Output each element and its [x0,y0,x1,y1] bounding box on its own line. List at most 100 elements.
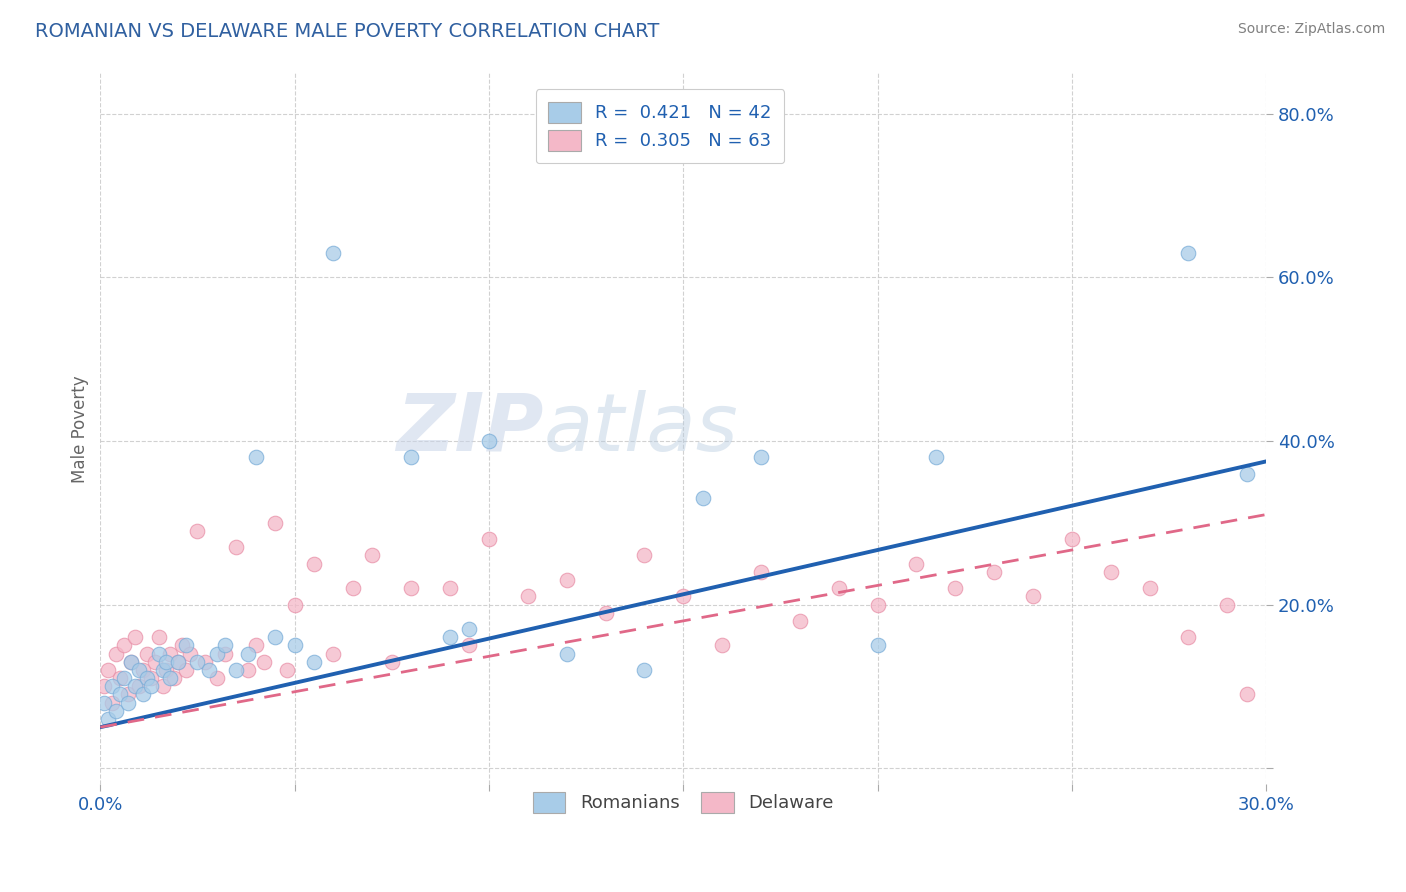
Point [284,598,307,612]
Point [170,639,193,653]
Point [555,647,578,661]
Point [478,434,501,448]
Point [128,663,150,677]
Point [104,647,127,661]
Point [672,590,695,604]
Point [93,696,115,710]
Point [458,622,481,636]
Point [124,679,146,693]
Point [155,663,177,677]
Point [120,655,142,669]
Legend: Romanians, Delaware: Romanians, Delaware [520,779,846,825]
Point [983,565,1005,579]
Point [205,647,228,661]
Point [925,450,948,465]
Point [284,639,307,653]
Point [943,581,966,595]
Point [342,581,364,595]
Point [97,712,120,726]
Point [117,688,139,702]
Point [120,655,142,669]
Point [225,663,247,677]
Point [117,696,139,710]
Point [163,671,186,685]
Point [174,663,197,677]
Point [264,516,287,530]
Point [555,573,578,587]
Point [1236,688,1258,702]
Point [159,647,181,661]
Point [198,663,221,677]
Point [439,630,461,644]
Y-axis label: Male Poverty: Male Poverty [72,375,89,483]
Point [245,639,267,653]
Point [381,655,404,669]
Point [322,647,344,661]
Point [276,663,298,677]
Point [361,549,384,563]
Point [167,655,190,669]
Point [252,655,274,669]
Point [516,590,538,604]
Point [214,639,236,653]
Text: ROMANIAN VS DELAWARE MALE POVERTY CORRELATION CHART: ROMANIAN VS DELAWARE MALE POVERTY CORREL… [35,22,659,41]
Point [1139,581,1161,595]
Point [112,671,135,685]
Point [866,639,889,653]
Point [439,581,461,595]
Point [174,639,197,653]
Point [1177,630,1199,644]
Point [595,606,617,620]
Point [1236,467,1258,481]
Point [749,450,772,465]
Point [905,557,928,571]
Point [236,663,259,677]
Point [108,671,131,685]
Point [692,491,714,506]
Point [186,655,208,669]
Point [214,647,236,661]
Point [236,647,259,661]
Point [827,581,849,595]
Point [1099,565,1122,579]
Point [1022,590,1045,604]
Point [139,679,162,693]
Point [186,524,208,538]
Point [136,647,159,661]
Point [194,655,217,669]
Point [1060,532,1083,546]
Point [866,598,889,612]
Point [245,450,267,465]
Point [478,532,501,546]
Point [108,688,131,702]
Point [789,614,811,628]
Point [148,647,170,661]
Point [205,671,228,685]
Point [101,696,124,710]
Point [1216,598,1239,612]
Point [159,671,181,685]
Point [264,630,287,644]
Point [97,663,120,677]
Point [101,679,124,693]
Point [128,679,150,693]
Point [749,565,772,579]
Text: atlas: atlas [543,390,738,467]
Point [302,655,325,669]
Point [152,679,174,693]
Point [104,704,127,718]
Point [225,541,247,555]
Point [322,246,344,260]
Point [179,647,201,661]
Point [1177,246,1199,260]
Point [152,663,174,677]
Point [155,655,177,669]
Text: Source: ZipAtlas.com: Source: ZipAtlas.com [1237,22,1385,37]
Point [148,630,170,644]
Point [302,557,325,571]
Point [132,688,155,702]
Point [112,639,135,653]
Point [633,549,655,563]
Point [93,679,115,693]
Point [458,639,481,653]
